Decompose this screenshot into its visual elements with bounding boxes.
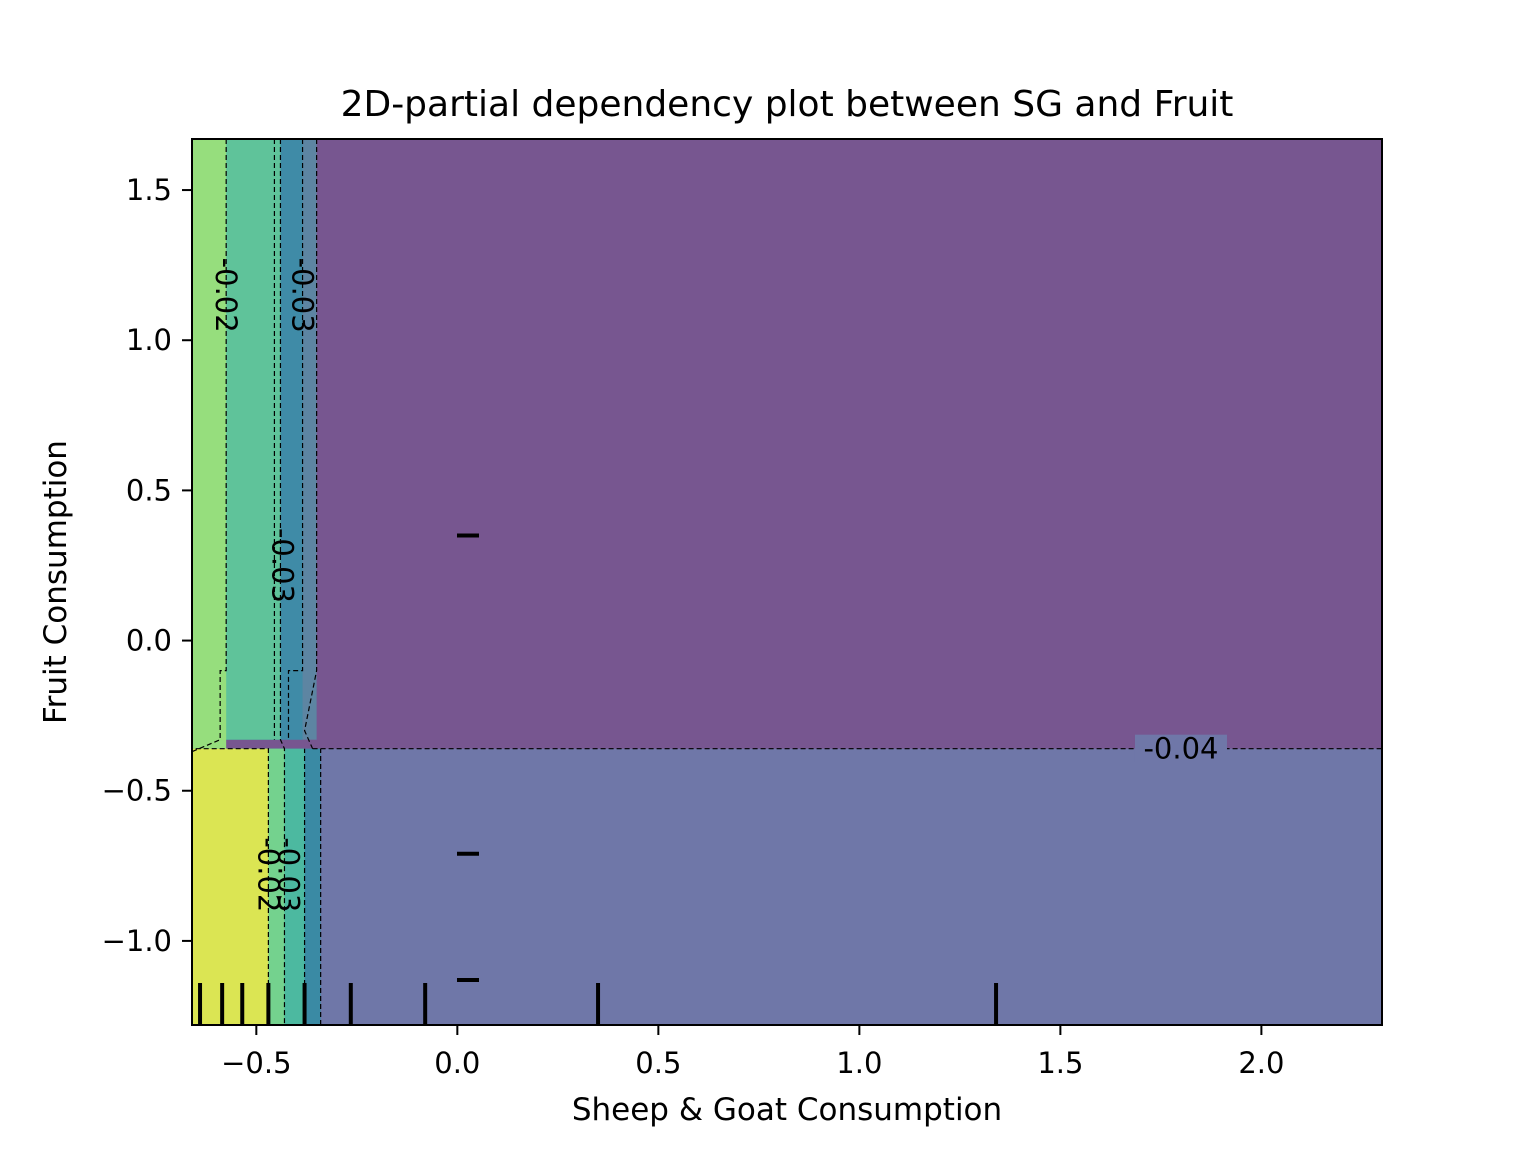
x-axis-label: Sheep & Goat Consumption bbox=[572, 1092, 1002, 1128]
contour-labels: -0.02 -0.03-0.03-0.04-0.03-0.02 bbox=[209, 258, 1227, 912]
y-tick-label-5: −1.0 bbox=[102, 924, 172, 958]
contour-region-9 bbox=[192, 748, 269, 1025]
contour-line-6 bbox=[192, 748, 269, 1025]
x-tick-label-5: 2.0 bbox=[1238, 1046, 1284, 1080]
x-tick-label-0: −0.5 bbox=[221, 1046, 291, 1080]
contour-label-2: -0.03 bbox=[265, 528, 299, 603]
contour-region-1 bbox=[192, 139, 1382, 749]
contour-line-5 bbox=[192, 139, 227, 753]
contour-region-5 bbox=[192, 139, 227, 752]
contour-label-0: -0.02 bbox=[209, 258, 243, 333]
contour-line-2 bbox=[287, 139, 304, 740]
y-tick-label-3: 0.0 bbox=[126, 624, 172, 658]
x-tick-label-3: 1.0 bbox=[836, 1046, 882, 1080]
contour-line-1 bbox=[303, 139, 318, 749]
y-tick-label-2: 0.5 bbox=[126, 473, 172, 507]
y-axis-label: Fruit Consumption bbox=[38, 440, 74, 724]
contour-label-1: -0.03 bbox=[286, 258, 320, 333]
y-tick-label-0: 1.5 bbox=[126, 173, 172, 207]
y-axis-ticks: 1.5 1.0 0.5 0.0 −0.5 −1.0 bbox=[102, 173, 192, 958]
contour-regions bbox=[192, 139, 1382, 1025]
x-tick-label-1: 0.0 bbox=[434, 1046, 480, 1080]
chart-title: 2D-partial dependency plot between SG an… bbox=[341, 84, 1234, 125]
x-axis-ticks: −0.5 0.0 0.5 1.0 1.5 2.0 bbox=[221, 1025, 1284, 1080]
contour-label-4: -0.03 bbox=[271, 837, 305, 912]
plot-frame bbox=[191, 138, 1383, 1026]
decile-markers bbox=[198, 533, 999, 1025]
contour-label-3: -0.04 bbox=[1143, 732, 1218, 766]
plot-area: -0.02 -0.03-0.03-0.04-0.03-0.02 bbox=[191, 138, 1383, 1026]
contour-line-3 bbox=[279, 139, 286, 1025]
y-tick-label-4: −0.5 bbox=[102, 774, 172, 808]
x-tick-label-2: 0.5 bbox=[635, 1046, 681, 1080]
contour-label-gap-3 bbox=[1134, 734, 1227, 763]
y-tick-label-1: 1.0 bbox=[126, 323, 172, 357]
contour-label-5: -0.02 bbox=[251, 837, 285, 912]
x-tick-label-4: 1.5 bbox=[1037, 1046, 1083, 1080]
